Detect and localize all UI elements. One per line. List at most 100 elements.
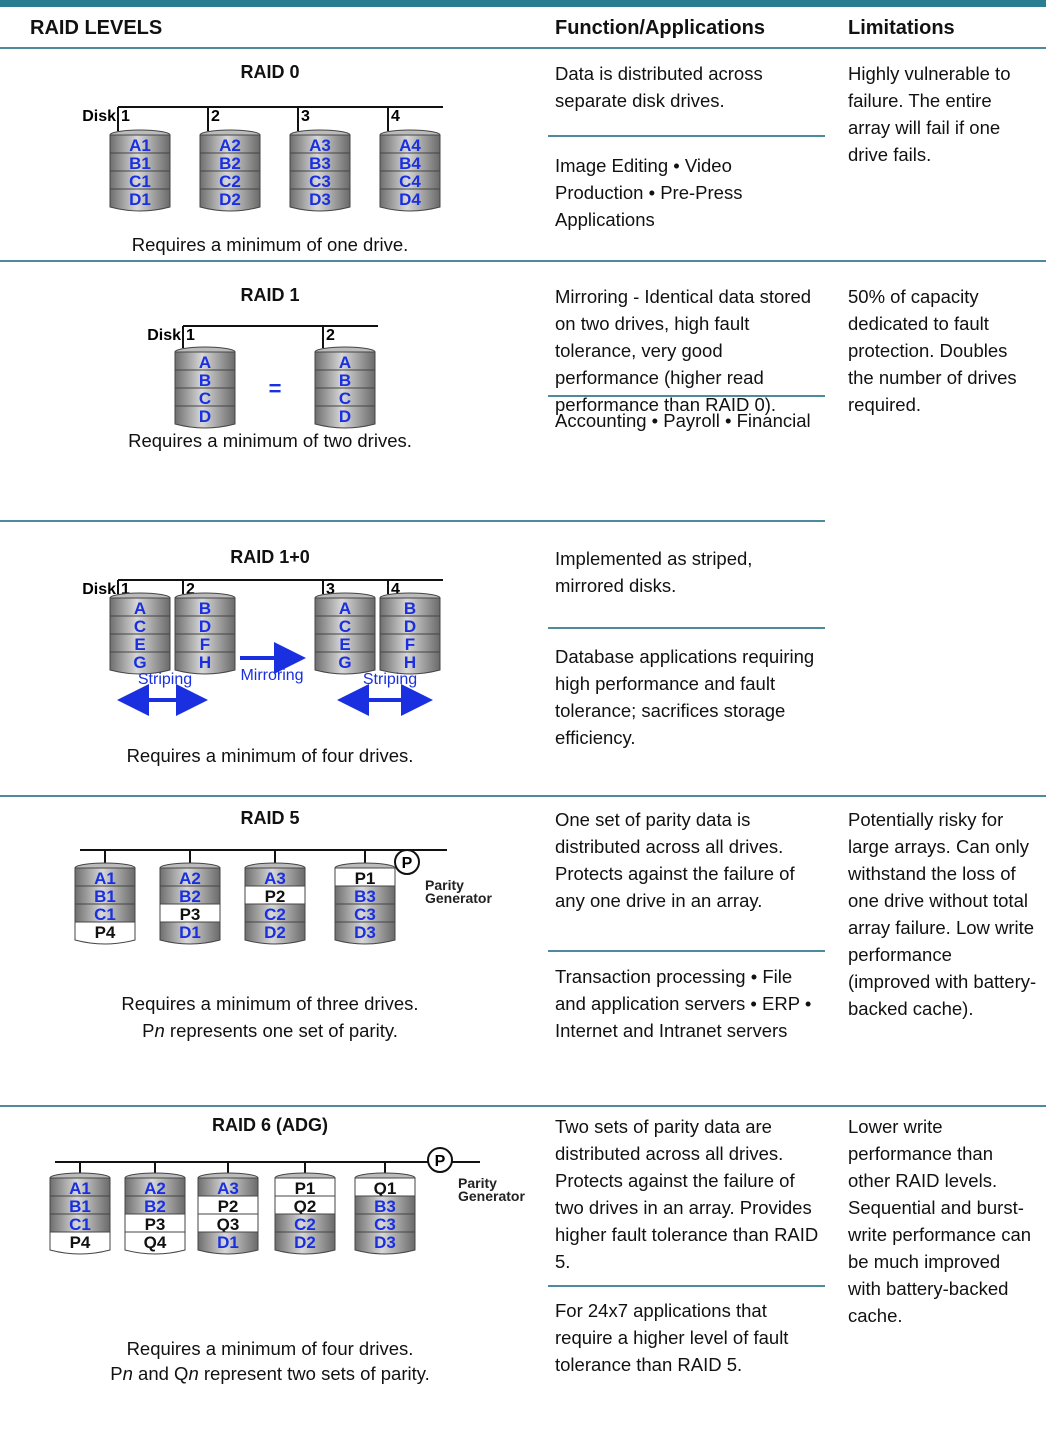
- header-cell: Limitations: [848, 17, 955, 39]
- disk-cell-label: C3: [354, 905, 376, 924]
- disk-cell: [174, 651, 236, 675]
- disk-number: 2: [211, 108, 220, 125]
- cell-divider: [548, 1285, 825, 1287]
- disk-label: Disk: [82, 108, 116, 125]
- disk-cell-label: C: [199, 389, 211, 408]
- disk-cell-label: E: [134, 635, 145, 654]
- disk-cell-label: B: [199, 371, 211, 390]
- disk-cell-label: G: [133, 653, 146, 672]
- row-rule: [0, 260, 1046, 262]
- disk-cell: [274, 1231, 336, 1255]
- disk-cell-label: C1: [129, 172, 151, 191]
- applications-text: Transaction processing • File and applic…: [555, 966, 812, 1041]
- disk-cell-label: B: [339, 371, 351, 390]
- parity-label: Generator: [458, 1188, 525, 1204]
- disk-cell-label: P1: [355, 869, 376, 888]
- diagram-label: Striping: [363, 671, 417, 688]
- level-title: RAID 1: [240, 285, 300, 305]
- disk-cell-label: C1: [94, 905, 116, 924]
- disk-cell-label: B1: [129, 154, 151, 173]
- disk-cell-label: D: [199, 407, 211, 426]
- disk-cell: [289, 188, 351, 212]
- disk-cell-label: B4: [399, 154, 421, 173]
- disk-cell-label: B1: [94, 887, 116, 906]
- disk-cell-label: P3: [180, 905, 201, 924]
- disk-cell-label: C: [339, 389, 351, 408]
- parity-label: Parity: [425, 877, 464, 893]
- row-rule: [0, 520, 825, 522]
- disk-number: 1: [121, 581, 130, 598]
- disk-cell-label: D4: [399, 190, 421, 209]
- disk-cell: [379, 651, 441, 675]
- parity-label: Parity: [458, 1175, 497, 1191]
- disk-cell-label: C: [339, 617, 351, 636]
- function-text: Data is distributed across separate disk…: [555, 63, 763, 111]
- disk-cell-label: B3: [354, 887, 376, 906]
- disk-label: Disk: [82, 581, 116, 598]
- disk-number: 1: [186, 327, 195, 344]
- disk-cell: [379, 188, 441, 212]
- applications-text: Accounting • Payroll • Financial: [555, 410, 811, 431]
- cell-divider: [548, 135, 825, 137]
- caption: Requires a minimum of three drives.: [0, 993, 540, 1015]
- disk-cell-label: H: [199, 653, 211, 672]
- caption: Requires a minimum of four drives.: [0, 745, 540, 767]
- disk-cell: [314, 405, 376, 429]
- disk-cell-label: A3: [309, 136, 331, 155]
- caption-part: Requires a minimum of four drives.: [126, 1338, 414, 1359]
- disk-cell-label: A: [339, 353, 351, 372]
- caption: Pn and Qn represent two sets of parity.: [0, 1363, 540, 1385]
- disk-number: 2: [326, 327, 335, 344]
- disk-cell: [197, 1231, 259, 1255]
- header-cell: RAID LEVELS: [30, 17, 163, 39]
- header-cell: Function/Applications: [555, 17, 765, 39]
- disk-cell-label: D2: [264, 923, 286, 942]
- disk-cell-label: P1: [295, 1179, 316, 1198]
- disk-cell-label: A4: [399, 136, 421, 155]
- disk-cell-label: B2: [179, 887, 201, 906]
- parity-node: [427, 1147, 453, 1173]
- parity-node: [394, 849, 420, 875]
- applications-text: For 24x7 applications that require a hig…: [555, 1300, 789, 1375]
- disk-cell-label: A2: [179, 869, 201, 888]
- applications-text: Image Editing • Video Production • Pre-P…: [555, 155, 743, 230]
- caption-part: represent two sets of parity.: [198, 1363, 430, 1384]
- caption-part: and Q: [132, 1363, 189, 1384]
- disk-label: Disk: [147, 327, 181, 344]
- caption-part: P: [110, 1363, 123, 1384]
- level-title: RAID 5: [240, 808, 300, 828]
- disk-cell-label: F: [200, 635, 210, 654]
- disk-cell-label: A: [339, 599, 351, 618]
- disk-number: 2: [186, 581, 195, 598]
- cell-divider: [548, 395, 825, 397]
- disk-cell: [199, 188, 261, 212]
- level-title: RAID 6 (ADG): [212, 1115, 328, 1135]
- parity-label: Generator: [425, 890, 492, 906]
- disk-cell-label: C2: [219, 172, 241, 191]
- disk-cell-label: A1: [69, 1179, 91, 1198]
- disk-cell: [109, 188, 171, 212]
- disk-cell-label: C3: [374, 1215, 396, 1234]
- disk-number: 4: [391, 581, 400, 598]
- caption: Requires a minimum of two drives.: [0, 430, 540, 452]
- caption-part: n: [188, 1363, 199, 1384]
- disk-cell-label: C2: [264, 905, 286, 924]
- disk-cell-label: B3: [374, 1197, 396, 1216]
- disk-cell-label: D1: [217, 1233, 239, 1252]
- row-rule: [0, 1105, 1046, 1107]
- caption-part: represents one set of parity.: [164, 1020, 398, 1041]
- limitations-text: Highly vulnerable to failure. The entire…: [848, 63, 1011, 165]
- disk-cell-label: A1: [94, 869, 116, 888]
- caption-part: P: [142, 1020, 155, 1041]
- applications-text: Database applications requiring high per…: [555, 646, 815, 748]
- caption-part: Requires a minimum of two drives.: [128, 430, 412, 451]
- caption: Pn represents one set of parity.: [0, 1020, 540, 1042]
- disk-cell-label: A: [199, 353, 211, 372]
- disk-cell-label: A3: [264, 869, 286, 888]
